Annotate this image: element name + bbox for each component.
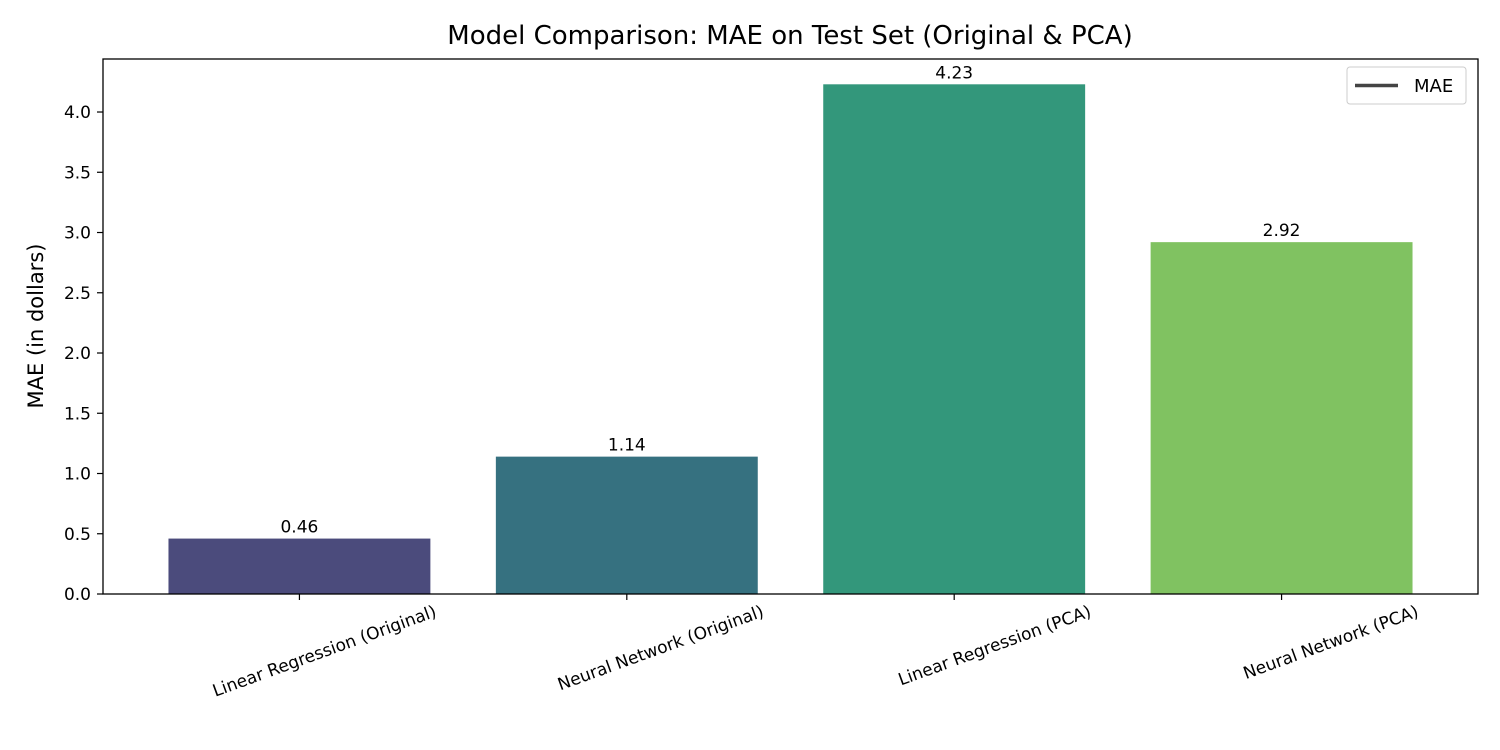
x-axis-ticks: Linear Regression (Original) Neural Netwo… — [210, 594, 1421, 702]
y-axis-ticks: 0.0 0.5 1.0 1.5 2.0 2.5 3.0 3.5 4.0 — [64, 103, 103, 605]
bar-value-label-3: 2.92 — [1263, 221, 1301, 241]
y-tick-label-5: 2.5 — [64, 284, 91, 304]
plot-frame — [102, 58, 1479, 595]
bar-3 — [1150, 242, 1413, 595]
legend-label-mae: MAE — [1414, 76, 1453, 97]
x-tick-label-1: Neural Network (Original) — [555, 602, 766, 695]
bar-value-label-2: 4.23 — [935, 63, 973, 83]
bar-value-label-1: 1.14 — [608, 436, 646, 456]
y-tick-label-2: 1.0 — [64, 465, 91, 485]
x-tick-label-2: Linear Regression (PCA) — [896, 602, 1094, 690]
x-tick-label-3: Neural Network (PCA) — [1241, 602, 1422, 684]
bar-value-labels: 0.46 1.14 4.23 2.92 — [280, 63, 1300, 537]
y-axis-label: MAE (in dollars) — [24, 244, 48, 409]
y-tick-label-3: 1.5 — [64, 404, 91, 424]
y-tick-label-7: 3.5 — [64, 163, 91, 183]
y-tick-label-6: 3.0 — [64, 224, 91, 244]
bar-0 — [168, 538, 431, 594]
x-tick-label-0: Linear Regression (Original) — [210, 602, 439, 702]
legend: MAE — [1346, 66, 1467, 105]
y-tick-label-4: 2.0 — [64, 344, 91, 364]
y-tick-label-8: 4.0 — [64, 103, 91, 123]
bar-1 — [495, 456, 758, 594]
y-tick-label-0: 0.0 — [64, 585, 91, 605]
chart-title: Model Comparison: MAE on Test Set (Origi… — [447, 21, 1132, 51]
bar-2 — [823, 84, 1086, 595]
bar-value-label-0: 0.46 — [280, 518, 318, 538]
y-tick-label-1: 0.5 — [64, 525, 91, 545]
legend-box — [1346, 66, 1467, 105]
bars-group — [168, 84, 1413, 595]
